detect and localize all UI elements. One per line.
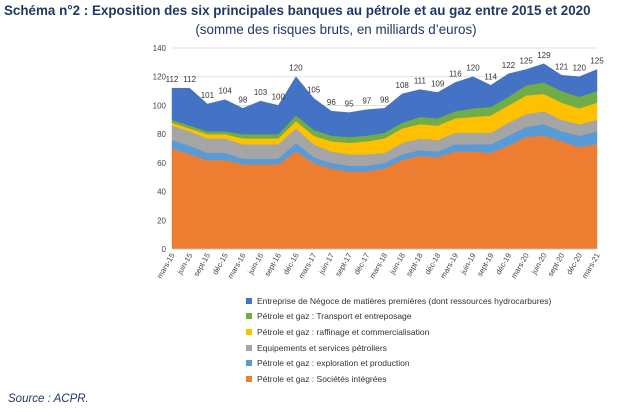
x-tick-label: sept-15 [192, 252, 212, 278]
y-tick-label: 0 [162, 245, 167, 254]
total-data-label: 122 [502, 61, 516, 70]
x-tick-label: sept-20 [546, 252, 566, 278]
x-tick-label: sept-18 [404, 252, 424, 278]
legend-item: Pétrole et gaz : Transport et entreposag… [246, 309, 551, 325]
legend-item: Entreprise de Négoce de matières premièr… [246, 293, 551, 309]
x-tick-label: sept-16 [263, 252, 283, 278]
total-data-label: 116 [449, 69, 462, 78]
total-data-label: 121 [555, 62, 569, 71]
legend-swatch [246, 344, 252, 351]
legend-label: Pétrole et gaz : Transport et entreposag… [257, 311, 412, 322]
total-data-label: 96 [327, 98, 336, 107]
total-data-label: 100 [272, 92, 286, 101]
total-data-label: 120 [289, 64, 303, 73]
chart-legend: Entreprise de Négoce de matières premièr… [246, 293, 551, 387]
legend-swatch [246, 297, 252, 304]
legend-swatch [246, 313, 252, 320]
source-note: Source : ACPR. [8, 393, 89, 405]
y-tick-label: 120 [153, 73, 167, 82]
total-data-label: 101 [201, 91, 215, 100]
legend-label: Entreprise de Négoce de matières premièr… [257, 295, 552, 306]
y-tick-label: 40 [157, 188, 166, 197]
legend-label: Equipements et services pétroliers [257, 342, 387, 353]
legend-swatch [246, 360, 252, 367]
total-data-label: 98 [238, 95, 247, 104]
legend-label: Pétrole et gaz : raffinage et commercial… [257, 326, 430, 337]
legend-label: Pétrole et gaz : exploration et producti… [257, 358, 410, 369]
legend-label: Pétrole et gaz : Sociétés intégrées [257, 373, 387, 384]
legend-item: Pétrole et gaz : raffinage et commercial… [246, 324, 551, 340]
total-data-label: 120 [466, 64, 480, 73]
total-data-label: 103 [254, 88, 268, 97]
total-data-label: 98 [380, 95, 389, 104]
legend-item: Pétrole et gaz : exploration et producti… [246, 355, 551, 371]
y-tick-label: 20 [157, 216, 166, 225]
total-data-label: 129 [537, 51, 551, 60]
chart-title: Schéma n°2 : Exposition des six principa… [4, 3, 591, 18]
total-data-label: 120 [573, 64, 587, 73]
total-data-label: 109 [431, 80, 445, 89]
y-tick-label: 140 [153, 44, 167, 53]
total-data-label: 105 [307, 85, 321, 94]
area-series-5 [171, 63, 598, 138]
legend-item: Equipements et services pétroliers [246, 340, 551, 356]
total-data-label: 95 [345, 100, 354, 109]
total-data-label: 125 [590, 57, 604, 66]
total-data-label: 104 [218, 87, 232, 96]
y-tick-label: 60 [157, 159, 166, 168]
x-tick-label: mars-15 [155, 252, 177, 281]
chart-subtitle: (somme des risques bruts, en milliards d… [195, 22, 477, 37]
legend-item: Pétrole et gaz : Sociétés intégrées [246, 371, 551, 387]
y-tick-label: 100 [153, 101, 167, 110]
total-labels: 112 112 101 104 98 103 100 120 105 96 95 97 98 108 111… [166, 51, 605, 109]
total-data-label: 112 [166, 75, 179, 84]
legend-swatch [246, 328, 252, 335]
total-data-label: 112 [183, 75, 196, 84]
total-data-label: 108 [396, 81, 410, 90]
area-series-group [171, 63, 598, 250]
total-data-label: 111 [414, 77, 427, 86]
x-tick-label: sept-19 [475, 252, 495, 278]
x-tick-label: sept-17 [333, 252, 353, 278]
total-data-label: 125 [519, 57, 533, 66]
stacked-area-chart: 020406080100120140mars-15juin-15sept-15d… [153, 44, 605, 281]
legend-swatch [246, 375, 252, 382]
y-tick-label: 80 [157, 130, 166, 139]
total-data-label: 114 [484, 72, 497, 81]
total-data-label: 97 [362, 97, 371, 106]
